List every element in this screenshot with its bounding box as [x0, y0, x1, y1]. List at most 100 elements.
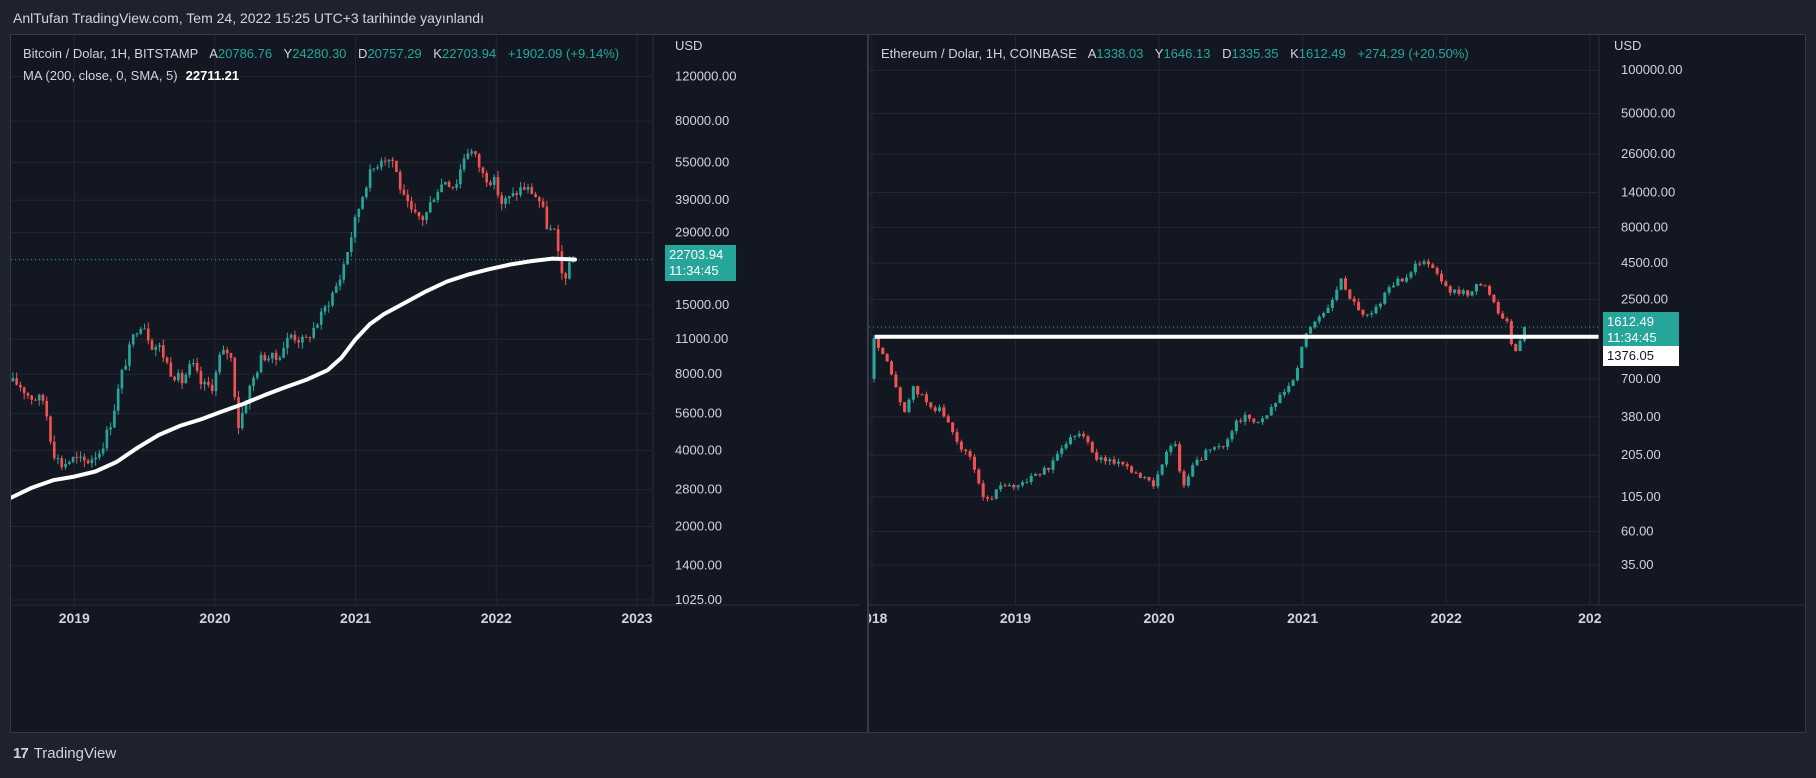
candle-body[interactable] — [492, 177, 496, 185]
candle-body[interactable] — [353, 216, 357, 238]
candle-body[interactable] — [1457, 289, 1461, 294]
candle-body[interactable] — [466, 153, 470, 159]
candle-body[interactable] — [150, 340, 154, 350]
candle-body[interactable] — [951, 422, 955, 433]
candle-body[interactable] — [1518, 340, 1522, 352]
candle-body[interactable] — [972, 456, 976, 470]
candle-body[interactable] — [1064, 443, 1068, 449]
candle-body[interactable] — [94, 457, 97, 460]
candle-body[interactable] — [942, 407, 946, 417]
candle-body[interactable] — [1335, 289, 1339, 300]
candle-body[interactable] — [233, 357, 237, 398]
candle-body[interactable] — [907, 399, 911, 412]
candle-body[interactable] — [267, 358, 270, 361]
candle-body[interactable] — [1090, 442, 1094, 453]
candle-body[interactable] — [440, 184, 443, 193]
candle-body[interactable] — [1191, 465, 1195, 477]
ethereum-chart-panel[interactable]: 100000.00 50000.00 26000.00 14000.00 8000.00… — [868, 34, 1806, 733]
candle-body[interactable] — [225, 349, 229, 354]
candle-body[interactable] — [406, 194, 410, 202]
candle-body[interactable] — [376, 167, 379, 169]
candle-body[interactable] — [398, 172, 402, 190]
candle-body[interactable] — [999, 485, 1003, 490]
candle-body[interactable] — [90, 459, 94, 464]
candle-body[interactable] — [477, 154, 481, 168]
candle-body[interactable] — [120, 369, 124, 389]
candle-body[interactable] — [380, 160, 383, 168]
candle-body[interactable] — [56, 458, 60, 460]
candle-body[interactable] — [334, 285, 338, 293]
footer-brand[interactable]: 17 TradingView — [13, 745, 116, 762]
candle-body[interactable] — [474, 151, 477, 155]
candle-body[interactable] — [173, 376, 176, 381]
candle-body[interactable] — [1483, 285, 1487, 287]
ma-legend[interactable]: MA (200, close, 0, SMA, 5) 22711.21 — [23, 68, 239, 83]
candle-body[interactable] — [981, 483, 985, 498]
currency-label[interactable]: USD — [675, 38, 703, 53]
candle-body[interactable] — [898, 387, 902, 403]
candle-body[interactable] — [37, 394, 41, 401]
candle-body[interactable] — [889, 361, 894, 375]
candle-body[interactable] — [1108, 459, 1112, 462]
candle-body[interactable] — [1121, 461, 1125, 465]
candle-body[interactable] — [361, 197, 364, 209]
candle-body[interactable] — [560, 251, 564, 274]
candle-body[interactable] — [349, 237, 353, 253]
candle-body[interactable] — [425, 212, 428, 221]
candle-body[interactable] — [968, 451, 972, 457]
candle-body[interactable] — [372, 168, 376, 170]
candle-body[interactable] — [1330, 299, 1334, 308]
candle-body[interactable] — [1418, 263, 1422, 265]
candle-body[interactable] — [1073, 436, 1077, 438]
candle-body[interactable] — [1352, 298, 1356, 302]
candle-body[interactable] — [67, 461, 71, 464]
candle-body[interactable] — [564, 273, 567, 279]
candle-body[interactable] — [60, 458, 64, 468]
candle-body[interactable] — [955, 432, 959, 442]
candle-body[interactable] — [1261, 418, 1265, 423]
candle-body[interactable] — [894, 374, 898, 388]
candle-body[interactable] — [1208, 449, 1212, 451]
candle-body[interactable] — [481, 167, 485, 173]
candle-body[interactable] — [105, 429, 109, 449]
candle-body[interactable] — [500, 195, 504, 204]
candle-body[interactable] — [1099, 457, 1103, 460]
candle-body[interactable] — [165, 357, 169, 363]
candle-body[interactable] — [146, 328, 150, 341]
currency-label[interactable]: USD — [1614, 38, 1642, 53]
candle-body[interactable] — [1143, 476, 1147, 478]
candle-body[interactable] — [278, 357, 282, 360]
candle-body[interactable] — [75, 456, 79, 458]
candle-body[interactable] — [938, 407, 942, 411]
candle-body[interactable] — [1151, 480, 1155, 487]
candle-body[interactable] — [1060, 448, 1064, 454]
candle-body[interactable] — [1086, 436, 1090, 443]
candle-body[interactable] — [109, 427, 112, 430]
candle-body[interactable] — [319, 311, 323, 325]
candle-body[interactable] — [391, 159, 394, 161]
candle-body[interactable] — [977, 469, 981, 484]
candle-body[interactable] — [79, 456, 82, 458]
candle-body[interactable] — [1479, 283, 1483, 286]
candle-body[interactable] — [1204, 450, 1208, 460]
candle-body[interactable] — [872, 338, 876, 379]
candle-body[interactable] — [1003, 485, 1007, 487]
candle-body[interactable] — [323, 306, 327, 312]
candle-body[interactable] — [876, 338, 880, 348]
candle-body[interactable] — [1138, 473, 1142, 478]
candle-body[interactable] — [455, 184, 458, 188]
candle-body[interactable] — [214, 372, 218, 392]
candle-body[interactable] — [271, 352, 274, 359]
candle-body[interactable] — [489, 182, 492, 185]
candle-body[interactable] — [1313, 321, 1317, 328]
candle-body[interactable] — [365, 187, 368, 198]
candle-body[interactable] — [316, 324, 319, 328]
candle-body[interactable] — [49, 416, 52, 442]
candle-body[interactable] — [139, 328, 143, 334]
candle-body[interactable] — [1012, 485, 1016, 488]
candle-body[interactable] — [1239, 420, 1243, 422]
candle-body[interactable] — [1309, 327, 1313, 334]
candle-body[interactable] — [1505, 318, 1509, 322]
candle-body[interactable] — [553, 228, 556, 230]
candle-body[interactable] — [244, 403, 248, 413]
